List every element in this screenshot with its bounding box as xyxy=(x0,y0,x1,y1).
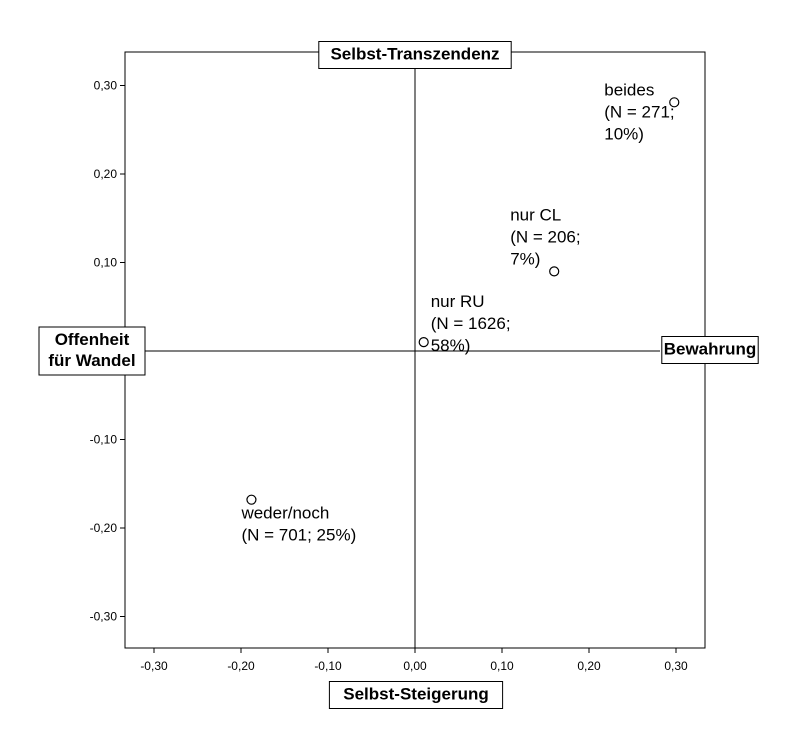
poles-layer: Selbst-Transzendenz Selbst-Steigerung Offe… xyxy=(38,41,759,709)
pole-left-label: Offenheit für Wandel xyxy=(48,330,135,370)
point-label-line: (N = 701; 25%) xyxy=(241,526,356,545)
x-tick-label: 0,20 xyxy=(577,659,601,673)
y-tick-label: 0,10 xyxy=(94,256,118,270)
y-tick-label: 0,30 xyxy=(94,79,118,93)
y-tick-label: 0,20 xyxy=(94,167,118,181)
x-tick-label: 0,30 xyxy=(664,659,688,673)
x-tick-label: -0,10 xyxy=(314,659,342,673)
x-tick-label: 0,00 xyxy=(403,659,427,673)
point-label-line: 10%) xyxy=(604,124,644,143)
point-label-line: weder/noch xyxy=(240,504,329,523)
point-label-line: (N = 271; xyxy=(604,102,674,121)
pole-top-label-line: Selbst-Transzendenz xyxy=(330,45,499,64)
point-label: nur CL (N = 206; 7%) xyxy=(510,205,580,268)
pole-left-label-line: für Wandel xyxy=(48,351,135,370)
point-label-line: 7%) xyxy=(510,249,540,268)
point-label-line: (N = 206; xyxy=(510,227,580,246)
point-label-line: beides xyxy=(604,80,654,99)
data-point xyxy=(549,266,560,277)
data-point xyxy=(418,337,429,348)
pole-left-label-line: Offenheit xyxy=(55,330,130,349)
points-layer: beides (N = 271; 10%)nur CL (N = 206; 7%)nur… xyxy=(240,80,680,545)
point-label-line: nur CL xyxy=(510,205,561,224)
point-label-line: nur RU xyxy=(431,292,485,311)
x-tick-label: -0,30 xyxy=(140,659,168,673)
pole-right-label: Bewahrung xyxy=(664,340,757,359)
pole-right-label-line: Bewahrung xyxy=(664,340,757,359)
pole-left-box xyxy=(38,326,146,376)
pole-right-box xyxy=(661,336,759,364)
data-point xyxy=(669,97,680,108)
data-point xyxy=(246,494,257,505)
y-tick-label: -0,30 xyxy=(90,610,118,624)
ticks-layer: -0,30 -0,20 -0,10 0,00 0,10 0,20 0,30 0,30 0,20 0… xyxy=(90,79,688,674)
pole-bottom-label: Selbst-Steigerung xyxy=(343,685,488,704)
y-tick-label: -0,10 xyxy=(90,433,118,447)
point-label-line: (N = 1626; xyxy=(431,314,511,333)
pole-bottom-box xyxy=(328,681,504,709)
point-label: beides (N = 271; 10%) xyxy=(604,80,674,143)
crosshair-layer xyxy=(125,52,660,648)
x-tick-label: 0,10 xyxy=(490,659,514,673)
x-tick-label: -0,20 xyxy=(227,659,255,673)
pole-bottom-label-line: Selbst-Steigerung xyxy=(343,685,488,704)
y-tick-label: -0,20 xyxy=(90,521,118,535)
point-label: weder/noch (N = 701; 25%) xyxy=(240,504,356,545)
pole-top-box xyxy=(318,41,512,69)
point-label: nur RU (N = 1626; 58%) xyxy=(431,292,511,355)
point-label-line: 58%) xyxy=(431,336,471,355)
pole-top-label: Selbst-Transzendenz xyxy=(330,45,499,64)
